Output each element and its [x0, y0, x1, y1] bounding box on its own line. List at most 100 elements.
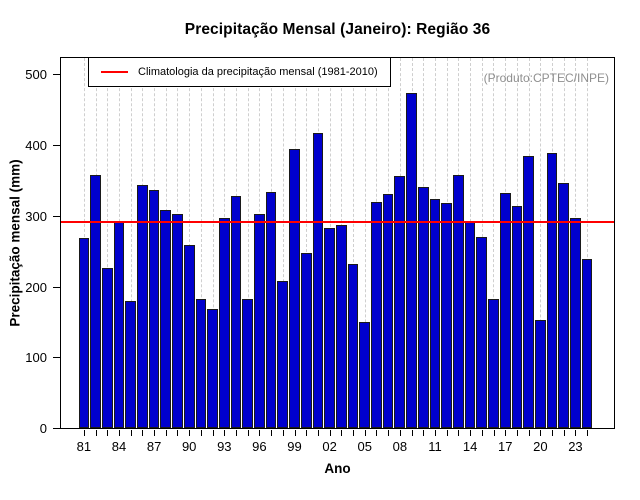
bar-2014: [464, 221, 476, 428]
gridline-1991: [200, 58, 202, 428]
y-tick-400: [53, 145, 60, 147]
x-tick-2007: [388, 430, 390, 436]
x-tick-1998: [282, 430, 284, 436]
bar-2016: [488, 299, 499, 428]
bar-slot-1989: [172, 58, 184, 428]
bar-2018: [511, 206, 523, 428]
bar-slot-2004: [347, 58, 359, 428]
x-tick-1981: [83, 430, 85, 436]
bar-slot-1991: [195, 58, 207, 428]
x-tick-2020: [540, 430, 542, 436]
x-tick-2012: [446, 430, 448, 436]
bar-slot-2009: [406, 58, 418, 428]
bar-1981: [78, 238, 90, 428]
bar-1998: [277, 281, 289, 428]
bar-slot-1996: [254, 58, 266, 428]
x-tick-1982: [95, 430, 97, 436]
bar-1990: [183, 245, 195, 428]
x-tick-2002: [329, 430, 331, 436]
x-tick-label-1987: 87: [146, 439, 162, 454]
x-tick-1996: [259, 430, 261, 436]
bar-2003: [335, 225, 347, 428]
bar-slot-1998: [277, 58, 289, 428]
gridline-1983: [107, 58, 109, 428]
bar-slot-2023: [570, 58, 582, 428]
bar-slot-2018: [511, 58, 523, 428]
x-tick-1990: [189, 430, 191, 436]
legend-box: Climatologia da precipitação mensal (198…: [88, 57, 391, 87]
x-tick-1991: [200, 430, 202, 436]
bar-slot-2022: [558, 58, 570, 428]
bar-2004: [347, 264, 359, 428]
y-tick-0: [53, 428, 60, 429]
y-tick-label-200: 200: [25, 279, 47, 295]
y-tick-100: [53, 357, 60, 359]
x-tick-1989: [177, 430, 179, 436]
x-tick-2010: [423, 430, 425, 436]
climatology-line: [61, 220, 614, 223]
x-axis: 81 84 87 90 93 96 99 02 05 08 11 14 17 20 23: [60, 430, 615, 466]
bar-2002: [324, 227, 335, 428]
x-tick-2004: [353, 430, 355, 436]
bar-slot-2006: [371, 58, 383, 428]
y-axis-title: Precipitação mensal (mm): [7, 159, 23, 327]
bar-2009: [406, 93, 417, 428]
bar-2021: [546, 152, 558, 428]
bar-2012: [441, 202, 452, 428]
bar-2008: [394, 176, 406, 428]
bar-1995: [242, 298, 254, 428]
bar-slot-1982: [90, 58, 102, 428]
gridline-2020: [540, 58, 542, 428]
bar-1997: [265, 191, 277, 428]
x-tick-1994: [236, 430, 237, 436]
bar-1987: [148, 189, 160, 428]
bar-slot-2019: [523, 58, 535, 428]
gridline-1995: [247, 58, 249, 428]
bar-slot-2001: [312, 58, 324, 428]
source-annotation: (Produto:CPTEC/INPE): [483, 71, 609, 85]
legend-label: Climatologia da precipitação mensal (198…: [138, 66, 378, 78]
bar-1982: [90, 174, 101, 428]
x-tick-label-1984: 84: [111, 439, 127, 454]
bar-slot-2017: [499, 58, 511, 428]
bar-1992: [207, 309, 218, 428]
gridline-1998: [282, 58, 284, 428]
bar-slot-2020: [534, 58, 546, 428]
bar-slot-2003: [335, 58, 347, 428]
bar-1988: [160, 209, 172, 428]
bar-slot-1999: [289, 58, 301, 428]
x-tick-label-2011: 11: [428, 439, 442, 454]
gridline-2005: [364, 58, 366, 428]
x-tick-2016: [493, 430, 495, 436]
x-tick-2024: [587, 430, 589, 436]
bar-2022: [558, 182, 570, 428]
y-tick-label-400: 400: [25, 138, 47, 154]
bar-slot-2000: [300, 58, 312, 428]
bar-slot-1983: [101, 58, 113, 428]
x-tick-2013: [458, 430, 460, 436]
bar-slot-2008: [394, 58, 406, 428]
bar-1994: [230, 195, 242, 428]
bar-2020: [534, 320, 546, 428]
gridline-2024: [587, 58, 589, 428]
x-tick-1992: [212, 430, 214, 436]
bar-slot-2021: [546, 58, 558, 428]
x-tick-2011: [434, 430, 436, 436]
bar-2015: [476, 236, 488, 428]
bars-row: [61, 58, 614, 428]
bar-slot-2014: [464, 58, 476, 428]
x-tick-label-1999: 99: [287, 439, 302, 454]
bar-1996: [254, 214, 265, 428]
bar-slot-1985: [125, 58, 137, 428]
x-tick-label-2005: 05: [357, 439, 372, 454]
bar-slot-2012: [441, 58, 453, 428]
bar-1993: [218, 218, 230, 428]
bar-slot-2011: [429, 58, 441, 428]
x-tick-label-1996: 96: [252, 439, 267, 454]
x-tick-1995: [247, 430, 249, 436]
bar-slot-1997: [265, 58, 277, 428]
x-tick-1984: [118, 430, 120, 436]
bar-slot-2016: [488, 58, 500, 428]
bar-2000: [300, 252, 312, 428]
